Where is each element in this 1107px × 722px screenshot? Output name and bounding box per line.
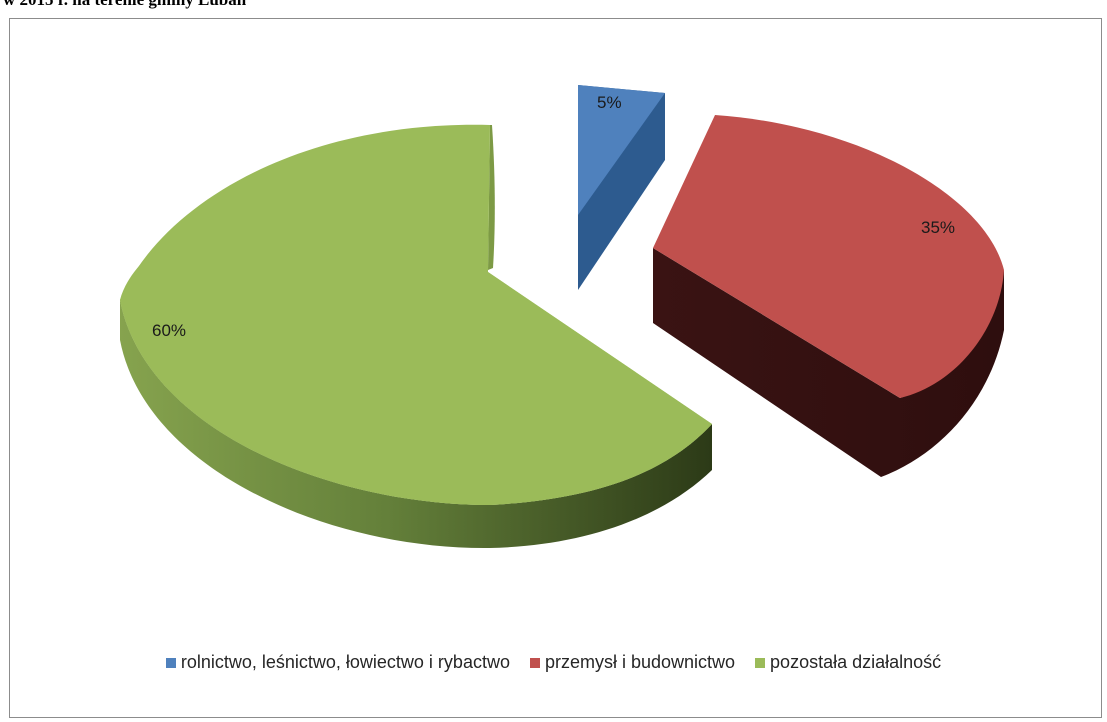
legend-item-przemysl: przemysł i budownictwo — [529, 652, 736, 673]
legend-label-rolnictwo: rolnictwo, leśnictwo, łowiectwo i rybact… — [180, 652, 510, 672]
legend-swatch-pozostala — [755, 657, 766, 668]
data-label-pozostala: 60% — [152, 321, 186, 340]
data-label-rolnictwo: 5% — [597, 93, 622, 112]
legend-swatch-przemysl — [529, 657, 540, 668]
pie-slice-pozostala — [120, 124, 712, 549]
legend-label-pozostala: pozostała działalność — [770, 652, 942, 672]
legend-item-pozostala: pozostała działalność — [755, 652, 941, 673]
pie-slice-przemysl — [653, 115, 1004, 477]
legend-label-przemysl: przemysł i budownictwo — [544, 652, 736, 672]
page-heading: w 2015 r. na terenie gminy Lubań — [3, 0, 246, 10]
legend-swatch-rolnictwo — [165, 657, 176, 668]
data-label-przemysl: 35% — [921, 218, 955, 237]
pie-slice-rolnictwo — [578, 85, 665, 290]
legend-item-rolnictwo: rolnictwo, leśnictwo, łowiectwo i rybact… — [165, 652, 510, 673]
chart-legend: rolnictwo, leśnictwo, łowiectwo i rybact… — [0, 652, 1107, 673]
